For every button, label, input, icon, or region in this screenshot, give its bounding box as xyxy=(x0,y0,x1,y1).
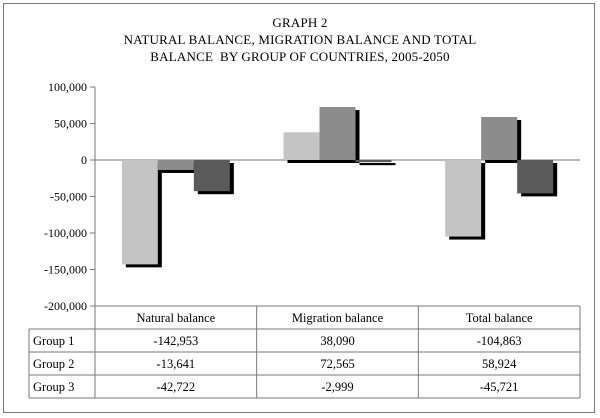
series-name: Group 2 xyxy=(33,357,74,371)
bar-group-3 xyxy=(193,160,230,192)
data-value: 58,924 xyxy=(482,357,517,371)
y-tick-label: 50,000 xyxy=(54,117,87,131)
data-value: -42,722 xyxy=(157,380,196,394)
y-tick-label: -50,000 xyxy=(50,190,87,204)
series-name: Group 3 xyxy=(33,380,74,394)
chart-title-line-2: NATURAL BALANCE, MIGRATION BALANCE AND T… xyxy=(123,32,477,47)
bar-group-3 xyxy=(355,160,392,163)
y-tick-label: -150,000 xyxy=(44,263,87,277)
bar-group-3 xyxy=(517,160,554,194)
y-tick-label: 0 xyxy=(81,153,87,167)
data-value: -13,641 xyxy=(157,357,196,371)
y-tick-label: 100,000 xyxy=(48,80,87,94)
bar-group-1 xyxy=(445,160,482,237)
data-value: -142,953 xyxy=(153,334,198,348)
bar-group-2 xyxy=(481,116,518,160)
bar-shadow xyxy=(359,163,396,166)
chart-title: GRAPH 2 NATURAL BALANCE, MIGRATION BALAN… xyxy=(0,14,600,65)
category-label: Migration balance xyxy=(292,311,384,325)
bars xyxy=(121,107,558,268)
y-tick-label: -100,000 xyxy=(44,226,87,240)
category-label: Natural balance xyxy=(136,311,215,325)
bar-group-2 xyxy=(157,160,194,170)
chart-title-line-1: GRAPH 2 xyxy=(272,15,328,30)
data-table: Natural balance Migration balance Total ba… xyxy=(28,305,581,399)
chart-title-line-3: BALANCE BY GROUP OF COUNTRIES, 2005-2050 xyxy=(150,49,450,64)
data-value: 72,565 xyxy=(320,357,354,371)
data-value: -45,721 xyxy=(480,380,519,394)
category-label: Total balance xyxy=(466,311,533,325)
bar-group-1 xyxy=(283,132,320,160)
chart-frame xyxy=(3,3,595,413)
y-tick-label: -200,000 xyxy=(44,299,87,313)
data-value: -104,863 xyxy=(477,334,522,348)
data-value: 38,090 xyxy=(320,334,354,348)
bar-group-2 xyxy=(319,107,356,160)
bar-group-1 xyxy=(121,160,158,265)
data-value: -2,999 xyxy=(321,380,353,394)
series-name: Group 1 xyxy=(33,334,74,348)
